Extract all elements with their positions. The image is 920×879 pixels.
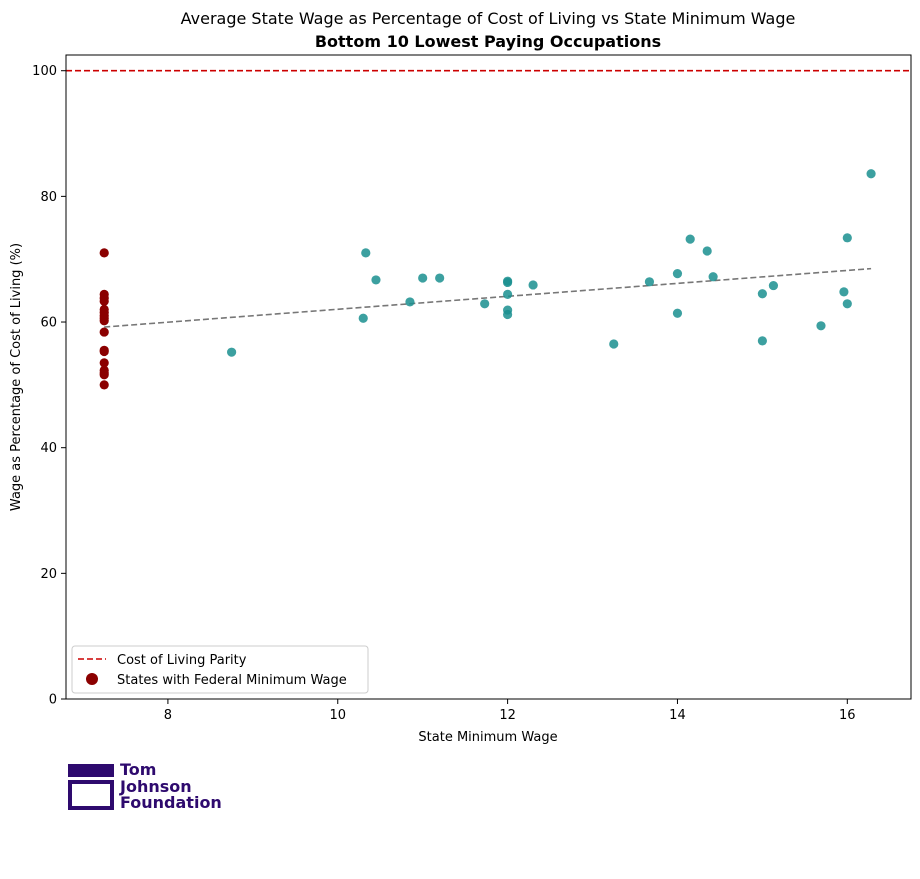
legend: Cost of Living Parity States with Federa… — [71, 645, 369, 694]
y-tick-label: 100 — [32, 64, 57, 79]
y-axis-label: Wage as Percentage of Cost of Living (%) — [9, 243, 24, 511]
federal-wage-point — [99, 316, 109, 326]
state-wage-point — [503, 309, 513, 320]
federal-wage-point — [99, 296, 109, 306]
state-wage-point — [768, 280, 779, 291]
y-tick-label: 40 — [40, 441, 57, 456]
x-tick-label: 8 — [164, 708, 172, 723]
logo-line-1: Tom — [120, 760, 157, 779]
x-tick-label: 14 — [669, 708, 686, 723]
logo-mark-icon — [68, 764, 114, 810]
foundation-logo: Tom Johnson Foundation — [68, 760, 248, 814]
legend-parity-label: Cost of Living Parity — [117, 653, 247, 668]
chart-title: Average State Wage as Percentage of Cost… — [181, 9, 796, 28]
state-wage-point — [644, 277, 655, 287]
state-wage-point — [361, 248, 371, 258]
legend-federal-marker — [86, 673, 98, 685]
axis-ticks: 8 10 12 14 16 0 20 40 60 80 100 — [32, 64, 855, 723]
logo-line-2: Johnson — [120, 776, 192, 796]
x-tick-label: 16 — [839, 708, 856, 723]
state-wage-point — [609, 339, 619, 349]
state-wage-point — [842, 299, 852, 309]
logo-wordmark: Tom Johnson Foundation — [120, 760, 222, 812]
state-wage-point — [842, 233, 852, 243]
state-wage-point — [708, 272, 718, 282]
state-wage-point — [685, 234, 695, 244]
legend-box — [71, 645, 369, 694]
federal-wage-point — [99, 248, 109, 258]
plot-area — [66, 69, 911, 390]
x-tick-label: 12 — [499, 708, 516, 723]
plot-frame — [65, 54, 912, 700]
trend-line — [104, 267, 872, 328]
state-wage-point — [418, 273, 428, 283]
state-wage-point — [358, 313, 368, 323]
y-tick-label: 80 — [40, 190, 57, 205]
federal-wage-point — [99, 370, 109, 380]
state-wage-point — [866, 169, 876, 179]
state-wage-point — [503, 277, 513, 288]
federal-wage-point — [99, 327, 109, 337]
state-wage-point — [528, 280, 538, 290]
state-wage-point — [816, 321, 826, 331]
state-wage-point — [405, 297, 415, 307]
state-wage-point — [672, 308, 683, 318]
x-tick-label: 10 — [329, 708, 346, 723]
y-tick-label: 60 — [40, 316, 57, 331]
state-wage-point — [672, 269, 683, 279]
state-wage-point — [702, 246, 712, 256]
state-wage-point — [839, 287, 849, 297]
federal-wage-point — [99, 358, 109, 368]
state-wage-point — [227, 347, 237, 357]
state-wage-point — [503, 289, 513, 299]
y-tick-label: 0 — [49, 693, 57, 708]
state-wage-point — [435, 273, 445, 283]
federal-wage-point — [99, 380, 109, 390]
legend-federal-label: States with Federal Minimum Wage — [117, 673, 347, 688]
x-axis-label: State Minimum Wage — [418, 730, 557, 745]
state-wage-point — [757, 289, 767, 299]
state-wage-point — [371, 275, 381, 285]
chart-subtitle: Bottom 10 Lowest Paying Occupations — [315, 32, 661, 51]
state-wage-point — [757, 336, 767, 346]
federal-wage-point — [99, 346, 109, 357]
logo-line-3: Foundation — [120, 793, 222, 812]
state-wage-point — [480, 299, 490, 309]
y-tick-label: 20 — [40, 567, 57, 582]
